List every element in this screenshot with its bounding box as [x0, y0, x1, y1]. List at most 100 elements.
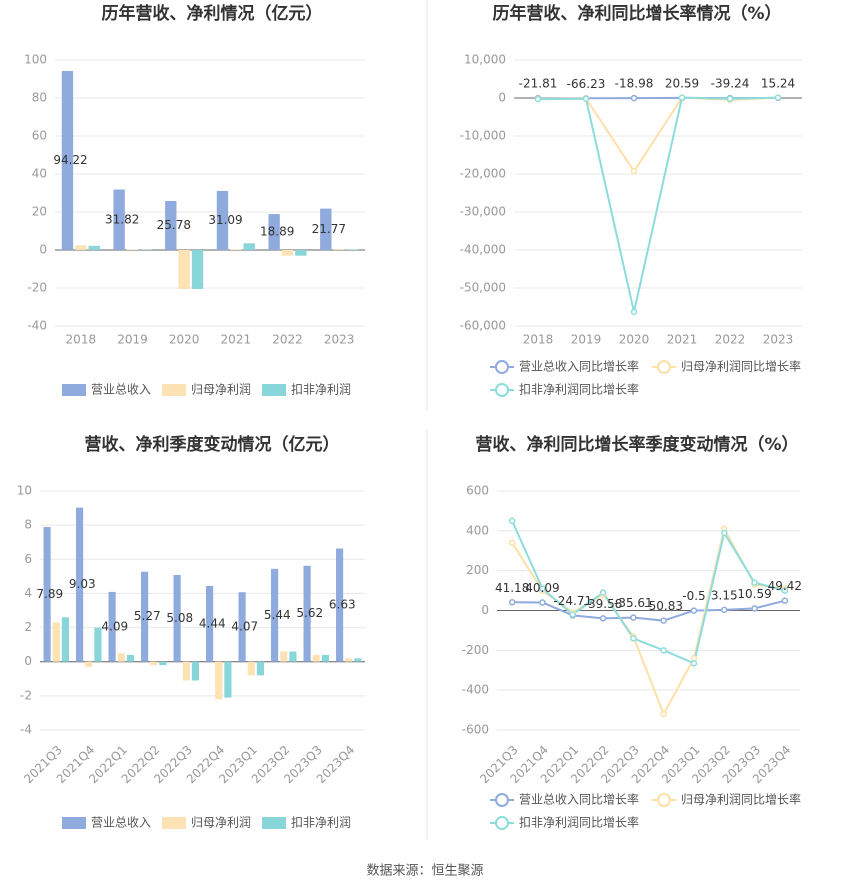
y-tick-label: -20: [27, 281, 47, 295]
bar: [313, 655, 320, 662]
y-tick-label: 0: [39, 243, 47, 257]
data-label: 40.09: [525, 581, 559, 595]
bar: [127, 249, 138, 250]
x-tick-label: 2018: [523, 333, 554, 347]
x-tick-label: 2021: [667, 333, 698, 347]
data-label: 21.77: [312, 222, 346, 236]
bar: [248, 662, 255, 676]
bar: [150, 662, 157, 665]
bar: [257, 662, 264, 676]
y-tick-label: -2: [20, 688, 32, 702]
y-tick-label: 600: [466, 484, 489, 498]
chart-title: 营收、净利同比增长率季度变动情况（%）: [475, 434, 798, 455]
point: [752, 606, 757, 611]
y-tick-label: 0: [498, 91, 506, 105]
x-tick-label: 2020: [619, 333, 650, 347]
point: [782, 598, 787, 603]
data-label: 25.78: [157, 218, 191, 232]
y-tick-label: -20,000: [460, 167, 506, 181]
bar: [282, 250, 293, 256]
data-label: 41.18: [495, 581, 529, 595]
bar: [354, 658, 361, 661]
data-label: -66.23: [567, 77, 606, 91]
y-tick-label: -50,000: [460, 281, 506, 295]
data-label: 10.59: [737, 587, 771, 601]
bar: [183, 662, 190, 681]
legend-label: 扣非净利润: [291, 383, 351, 397]
legend-swatch: [658, 361, 670, 373]
y-tick-label: 10,000: [464, 53, 506, 67]
data-label: -39.24: [711, 77, 750, 91]
y-tick-label: -4: [20, 723, 32, 737]
legend-swatch: [62, 384, 86, 396]
line: [512, 529, 785, 714]
data-label: 7.89: [36, 587, 63, 601]
y-tick-label: -400: [462, 683, 489, 697]
data-label: 6.63: [329, 598, 356, 612]
data-label: 94.22: [53, 153, 87, 167]
bar: [347, 249, 358, 250]
legend-swatch: [496, 361, 508, 373]
x-tick-label: 2019: [571, 333, 602, 347]
point: [632, 309, 637, 314]
source: 数据来源：恒生聚源: [366, 864, 483, 879]
y-tick-label: 20: [32, 205, 47, 219]
data-label: 5.62: [296, 606, 323, 620]
data-label: 5.44: [264, 608, 291, 622]
point: [631, 636, 636, 641]
point: [540, 600, 545, 605]
data-label: 4.44: [199, 616, 226, 630]
data-label: 18.89: [260, 225, 294, 239]
y-tick-label: -40: [27, 319, 47, 333]
point: [510, 518, 515, 523]
bar: [192, 662, 199, 681]
y-tick-label: -30,000: [460, 205, 506, 219]
chart-title: 历年营收、净利同比增长率情况（%）: [492, 3, 781, 24]
point: [631, 615, 636, 620]
bar: [289, 651, 296, 661]
point: [570, 612, 575, 617]
point: [661, 648, 666, 653]
y-tick-label: 60: [32, 129, 47, 143]
legend-swatch: [162, 384, 186, 396]
legend-swatch: [162, 817, 186, 829]
point: [752, 580, 757, 585]
legend-label: 扣非净利润同比增长率: [519, 815, 639, 830]
point: [510, 600, 515, 605]
y-tick-label: 400: [466, 523, 489, 537]
data-label: 15.24: [761, 76, 795, 90]
bar: [53, 622, 60, 661]
data-label: 31.82: [105, 212, 139, 226]
y-tick-label: 100: [24, 53, 47, 67]
data-label: 4.07: [231, 619, 258, 633]
y-tick-label: 8: [24, 518, 32, 532]
legend-label: 扣非净利润: [291, 816, 351, 830]
legend-label: 归母净利润: [191, 816, 251, 830]
bar: [75, 245, 86, 250]
bar: [322, 655, 329, 662]
data-label: 49.42: [768, 579, 802, 593]
bar: [224, 662, 231, 698]
legend-swatch: [62, 817, 86, 829]
point: [691, 661, 696, 666]
chart-title: 历年营收、净利情况（亿元）: [102, 3, 323, 24]
legend-swatch: [262, 817, 286, 829]
line: [538, 98, 778, 172]
legend-swatch: [496, 384, 508, 396]
bar: [127, 655, 134, 662]
data-label: -18.98: [615, 77, 654, 91]
y-tick-label: 80: [32, 91, 47, 105]
data-label: 4.09: [101, 619, 128, 633]
x-tick-label: 2021: [221, 333, 252, 347]
bar: [295, 250, 306, 256]
y-tick-label: -60,000: [460, 319, 506, 333]
data-label: 5.08: [166, 611, 193, 625]
legend-label: 归母净利润同比增长率: [681, 359, 801, 374]
legend-label: 营业总收入同比增长率: [519, 359, 639, 374]
point: [722, 530, 727, 535]
bar: [280, 651, 287, 661]
bar: [94, 628, 101, 662]
legend-swatch: [262, 384, 286, 396]
data-label: -0.5: [682, 589, 705, 603]
data-label: 9.03: [69, 577, 96, 591]
